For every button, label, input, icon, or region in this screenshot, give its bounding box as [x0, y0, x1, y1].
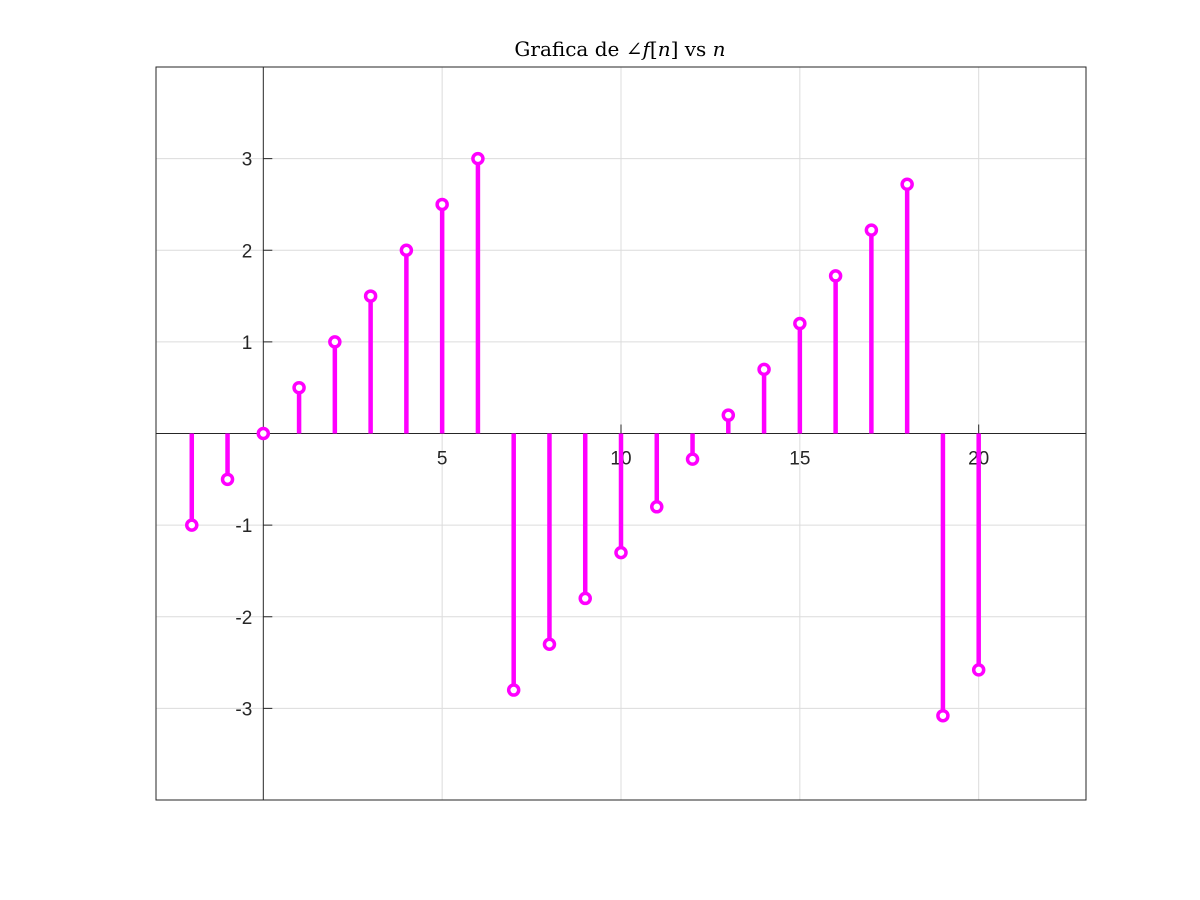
- stem-marker: [328, 335, 342, 349]
- stem-marker: [542, 637, 557, 651]
- x-tick-label: 5: [437, 449, 448, 470]
- markers: [185, 151, 986, 723]
- chart-title: Grafica de ∠f[n] vs n: [514, 37, 725, 61]
- y-tick-label: 1: [242, 333, 253, 354]
- stem-marker: [757, 362, 771, 377]
- stem-marker: [578, 591, 592, 606]
- stem-marker: [900, 177, 914, 192]
- x-tick-label: 15: [789, 449, 810, 470]
- stem-marker: [650, 500, 664, 514]
- stem-marker: [828, 269, 843, 283]
- stem-marker: [685, 452, 700, 466]
- stem-marker: [185, 518, 199, 532]
- stem-marker: [971, 663, 986, 677]
- y-tick-label: -3: [235, 699, 252, 720]
- stem-marker: [793, 316, 807, 331]
- stem-marker: [256, 426, 271, 441]
- stem-marker: [614, 545, 628, 560]
- y-tick-label: -2: [235, 608, 252, 629]
- stem-marker: [506, 683, 521, 697]
- y-tick-label: -1: [235, 516, 252, 537]
- stem-marker: [435, 197, 449, 212]
- stem-marker: [399, 243, 414, 257]
- stems: [189, 158, 981, 716]
- stem-marker: [864, 223, 879, 237]
- y-tick-label: 3: [242, 150, 253, 171]
- y-tick-label: 2: [242, 241, 253, 262]
- stem-marker: [363, 289, 378, 303]
- stem-marker: [471, 151, 485, 166]
- stem-marker: [292, 380, 306, 395]
- stem-marker: [220, 472, 235, 487]
- stem-marker: [936, 708, 950, 723]
- stem-marker: [721, 408, 736, 422]
